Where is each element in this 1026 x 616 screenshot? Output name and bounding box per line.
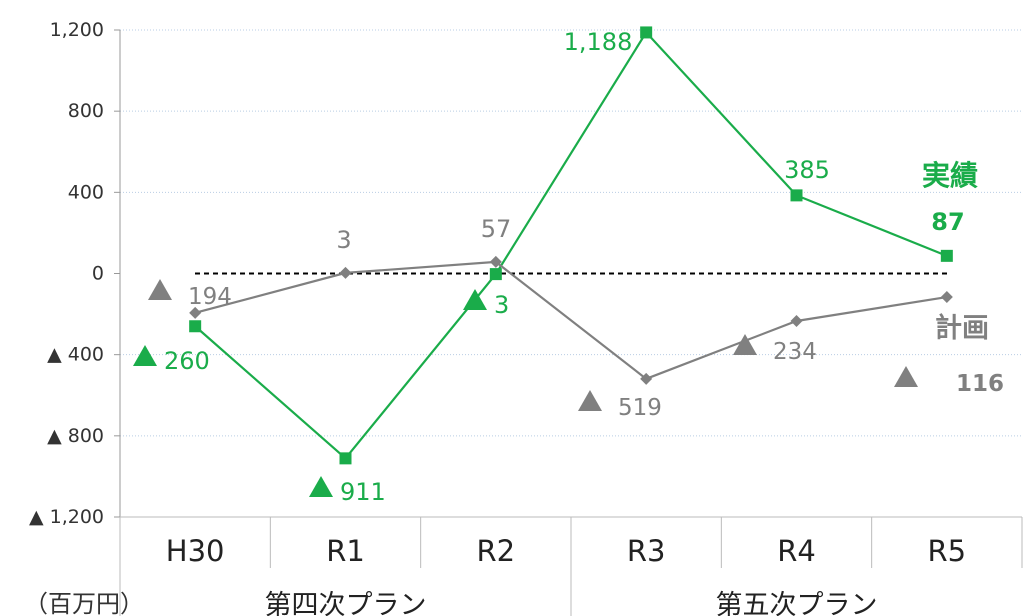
- negative-mark-plan: [578, 390, 602, 411]
- y-tick-label: 400: [68, 181, 104, 203]
- data-label-actual: 3: [494, 291, 509, 319]
- y-tick-label: ▲ 400: [47, 344, 104, 366]
- data-label-plan: 234: [773, 339, 817, 365]
- series-name-actual: 実績: [922, 159, 978, 192]
- series-layer: [189, 26, 953, 465]
- data-label-actual: 911: [340, 478, 386, 506]
- series-line-実績: [194, 30, 948, 460]
- category-label: H30: [166, 534, 225, 568]
- data-label-actual: 385: [784, 156, 830, 184]
- data-label-actual: 1,188: [564, 28, 633, 56]
- data-label-actual: 87: [931, 208, 964, 236]
- series-marker: [640, 372, 653, 385]
- data-label-plan: 57: [481, 215, 512, 243]
- y-tick-label: ▲ 1,200: [29, 506, 104, 528]
- series-line-計画: [194, 260, 948, 381]
- series-marker: [189, 320, 202, 333]
- series-marker: [940, 291, 953, 304]
- category-label: R1: [326, 534, 365, 568]
- series-marker: [189, 306, 202, 319]
- category-label: R3: [627, 534, 666, 568]
- group-label: 第五次プラン: [716, 590, 878, 616]
- series-marker: [489, 268, 502, 281]
- series-name-plan: 計画: [935, 312, 989, 344]
- axis-layer: 1,200 800 400 0 ▲ 400 ▲ 800 ▲ 1,200 H30 R1 R2 R3 R4…: [29, 19, 1023, 616]
- series-marker: [640, 26, 653, 39]
- grid-layer: [120, 29, 1022, 518]
- unit-label: （百万円）: [24, 590, 144, 616]
- category-label: R5: [928, 534, 967, 568]
- data-label-plan: 194: [188, 284, 232, 310]
- y-tick-label: ▲ 800: [47, 425, 104, 447]
- y-tick-label: 800: [68, 100, 104, 122]
- series-marker: [339, 452, 352, 465]
- y-tick-label: 1,200: [50, 19, 104, 41]
- negative-mark-plan: [894, 366, 918, 387]
- y-tick-label: 0: [92, 263, 104, 285]
- series-marker: [790, 314, 803, 327]
- data-label-plan: 3: [336, 226, 351, 254]
- series-marker: [339, 266, 352, 279]
- negative-mark-plan: [148, 279, 172, 300]
- negative-mark-actual: [309, 476, 333, 497]
- data-label-plan: 519: [618, 395, 662, 421]
- series-marker: [489, 255, 502, 268]
- data-label-plan: 116: [956, 371, 1004, 397]
- series-marker: [940, 249, 953, 262]
- negative-mark-plan: [733, 334, 757, 355]
- group-label: 第四次プラン: [265, 590, 427, 616]
- negative-mark-actual: [463, 289, 487, 310]
- category-label: R4: [777, 534, 816, 568]
- data-label-actual: 260: [164, 347, 210, 375]
- negative-mark-actual: [133, 345, 157, 366]
- category-label: R2: [477, 534, 516, 568]
- series-marker: [790, 189, 803, 202]
